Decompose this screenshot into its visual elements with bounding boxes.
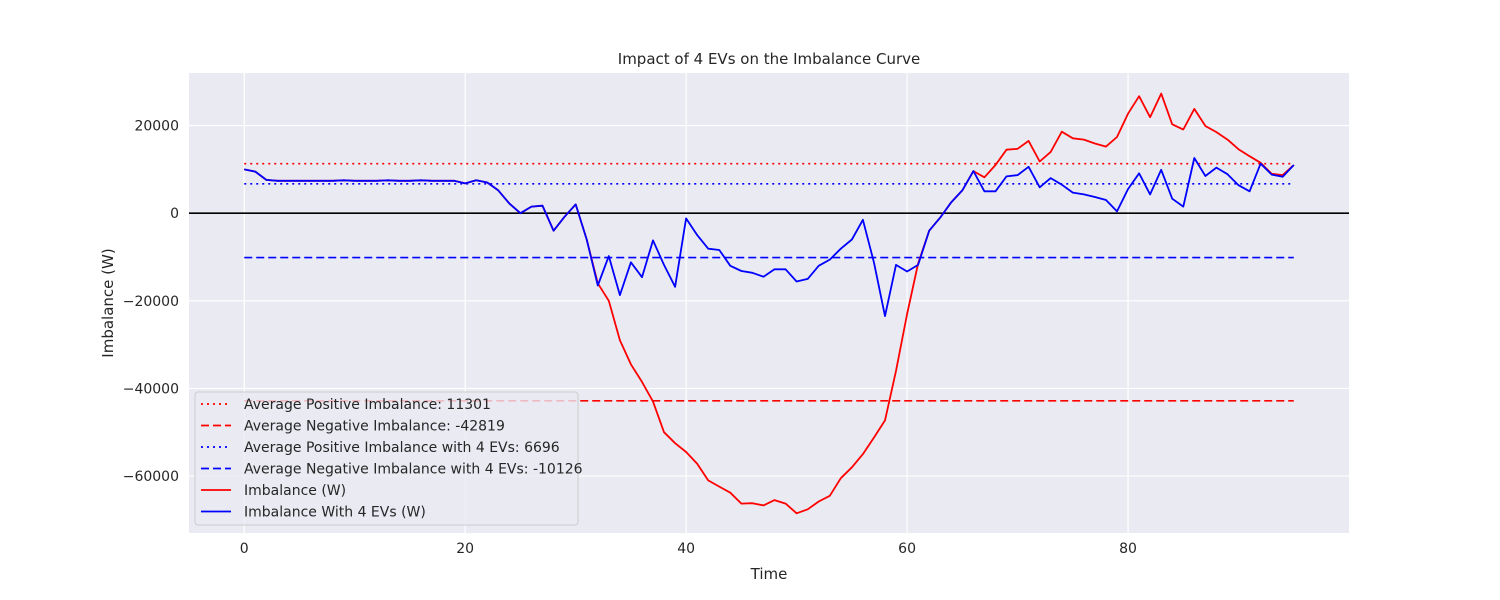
legend: Average Positive Imbalance: 11301 Average…: [194, 391, 583, 526]
y-tick-label: −20000: [123, 294, 179, 310]
y-tick-labels: −60000 −40000 −20000 0 20000: [123, 119, 179, 485]
x-tick-labels: 0 20 40 60 80: [240, 541, 1137, 557]
y-axis-title: Imbalance (W): [99, 248, 117, 357]
legend-label: Average Positive Imbalance: 11301: [244, 397, 491, 413]
x-tick-label: 80: [1119, 541, 1137, 557]
x-axis-title: Time: [750, 565, 788, 583]
y-tick-label: −60000: [123, 469, 179, 485]
x-tick-label: 60: [898, 541, 916, 557]
chart-title: Impact of 4 EVs on the Imbalance Curve: [618, 50, 920, 68]
series-lines: [244, 92, 1295, 515]
series-line: [244, 157, 1295, 318]
x-tick-label: 20: [456, 541, 474, 557]
legend-label: Average Positive Imbalance with 4 EVs: 6…: [244, 440, 560, 456]
legend-box: [194, 391, 579, 526]
y-tick-label: 0: [170, 206, 179, 222]
x-tick-label: 0: [240, 541, 249, 557]
y-tick-label: 20000: [134, 119, 179, 135]
legend-label: Imbalance (W): [244, 483, 346, 499]
y-tick-label: −40000: [123, 381, 179, 397]
x-tick-label: 40: [677, 541, 695, 557]
legend-label: Average Negative Imbalance: -42819: [244, 419, 505, 435]
legend-label: Imbalance With 4 EVs (W): [244, 505, 426, 521]
legend-label: Average Negative Imbalance with 4 EVs: -…: [244, 462, 583, 478]
